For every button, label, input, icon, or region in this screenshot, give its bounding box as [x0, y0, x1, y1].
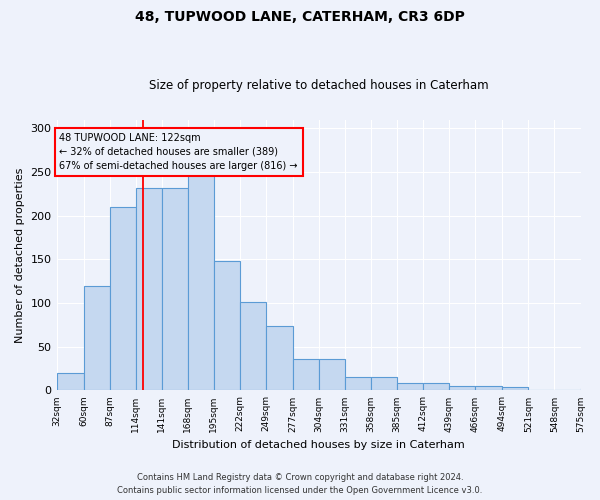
Bar: [214, 261, 240, 390]
Bar: [293, 359, 319, 390]
Bar: [162, 188, 188, 390]
X-axis label: Distribution of detached houses by size in Caterham: Distribution of detached houses by size …: [172, 440, 465, 450]
Title: Size of property relative to detached houses in Caterham: Size of property relative to detached ho…: [149, 79, 488, 92]
Bar: [449, 386, 475, 390]
Bar: [319, 359, 345, 390]
Bar: [371, 378, 397, 390]
Bar: [136, 188, 162, 390]
Bar: [397, 382, 423, 390]
Y-axis label: Number of detached properties: Number of detached properties: [15, 168, 25, 342]
Bar: [110, 207, 136, 390]
Text: 48 TUPWOOD LANE: 122sqm
← 32% of detached houses are smaller (389)
67% of semi-d: 48 TUPWOOD LANE: 122sqm ← 32% of detache…: [59, 132, 298, 170]
Bar: [502, 387, 529, 390]
Bar: [240, 302, 266, 390]
Bar: [83, 286, 110, 391]
Bar: [345, 378, 371, 390]
Text: 48, TUPWOOD LANE, CATERHAM, CR3 6DP: 48, TUPWOOD LANE, CATERHAM, CR3 6DP: [135, 10, 465, 24]
Bar: [56, 373, 83, 390]
Bar: [423, 382, 449, 390]
Bar: [581, 388, 600, 390]
Bar: [266, 326, 293, 390]
Bar: [188, 174, 214, 390]
Text: Contains HM Land Registry data © Crown copyright and database right 2024.
Contai: Contains HM Land Registry data © Crown c…: [118, 474, 482, 495]
Bar: [475, 386, 502, 390]
